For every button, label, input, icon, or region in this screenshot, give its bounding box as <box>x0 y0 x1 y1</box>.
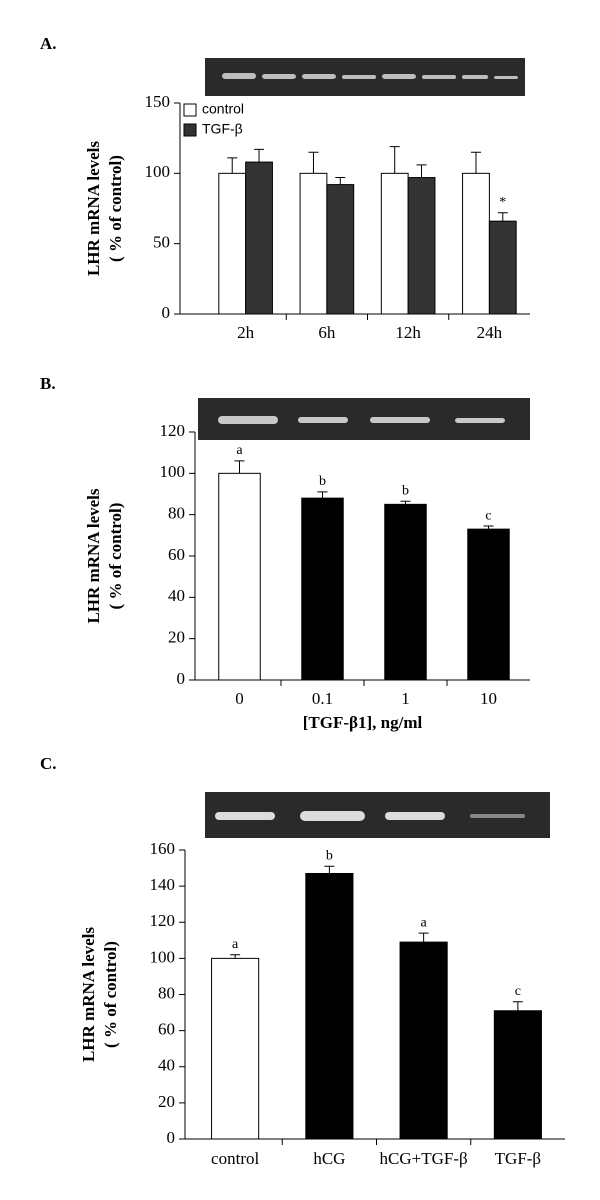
error-bar <box>335 177 346 185</box>
y-tick-label: 100 <box>145 162 171 181</box>
x-tick-label: 12h <box>395 323 421 342</box>
error-bar <box>254 148 265 163</box>
y-tick-label: 50 <box>153 233 170 252</box>
legend-swatch <box>183 123 197 137</box>
error-bar <box>483 525 494 530</box>
y-tick-label: 100 <box>150 947 176 966</box>
y-tick-label: 20 <box>158 1092 175 1111</box>
error-bar <box>400 500 411 505</box>
y-tick-label: 60 <box>168 545 185 564</box>
error-bar <box>470 151 481 174</box>
significance-letter: a <box>236 443 243 458</box>
x-axis-label: [TGF-β1], ng/ml <box>303 713 423 732</box>
bar <box>407 177 436 315</box>
error-bar <box>389 146 400 174</box>
x-tick-label: 1 <box>401 689 410 708</box>
legend-swatch <box>183 103 197 117</box>
panel-label: B. <box>40 374 56 393</box>
legend-label: TGF-β <box>202 121 243 137</box>
y-tick-label: 60 <box>158 1020 175 1039</box>
bar <box>493 1010 542 1140</box>
significance-letter: c <box>515 984 521 999</box>
y-axis-label: ( % of control) <box>106 155 125 262</box>
bar <box>218 172 247 315</box>
error-bar <box>512 1001 523 1011</box>
y-tick-label: 120 <box>160 421 186 440</box>
significance-letter: b <box>326 848 333 863</box>
error-bar <box>497 212 508 222</box>
y-tick-label: 0 <box>162 303 171 322</box>
error-bar <box>308 151 319 174</box>
bar <box>301 497 344 681</box>
x-tick-label: 0 <box>235 689 244 708</box>
x-tick-label: control <box>211 1149 259 1168</box>
x-tick-label: 0.1 <box>312 689 333 708</box>
y-axis-label: LHR mRNA levels <box>84 488 103 623</box>
x-tick-label: 2h <box>237 323 255 342</box>
bar <box>299 172 328 315</box>
error-bar <box>317 491 328 499</box>
error-bar <box>416 164 427 178</box>
bar <box>488 220 517 315</box>
bar <box>384 503 427 681</box>
bar <box>305 872 354 1140</box>
x-tick-label: 24h <box>477 323 503 342</box>
error-bar <box>227 157 238 174</box>
gel-image-c <box>205 792 550 838</box>
y-axis-label: ( % of control) <box>106 503 125 610</box>
y-axis-label: LHR mRNA levels <box>84 141 103 276</box>
bar <box>211 957 260 1140</box>
y-tick-label: 150 <box>145 92 171 111</box>
significance-letter: b <box>319 474 326 489</box>
significance-letter: a <box>421 915 428 930</box>
y-tick-label: 100 <box>160 462 186 481</box>
error-bar <box>234 460 245 474</box>
x-tick-label: hCG+TGF-β <box>380 1149 468 1168</box>
gel-image-b <box>198 398 530 440</box>
bar <box>218 472 261 681</box>
y-axis-label: ( % of control) <box>101 941 120 1048</box>
bar <box>462 172 490 315</box>
y-tick-label: 40 <box>168 586 185 605</box>
bar <box>467 528 510 681</box>
x-tick-label: 10 <box>480 689 497 708</box>
y-tick-label: 80 <box>168 504 185 523</box>
significance-letter: a <box>232 937 239 952</box>
error-bar <box>418 932 429 943</box>
x-tick-label: 6h <box>318 323 336 342</box>
y-axis-label: LHR mRNA levels <box>79 927 98 1062</box>
y-tick-label: 140 <box>150 875 176 894</box>
x-tick-label: hCG <box>313 1149 345 1168</box>
x-tick-label: TGF-β <box>495 1149 541 1168</box>
panel-label: A. <box>40 34 57 53</box>
y-tick-label: 160 <box>150 839 176 858</box>
y-tick-label: 20 <box>168 628 185 647</box>
error-bar <box>230 954 241 959</box>
panel-label: C. <box>40 754 57 773</box>
y-tick-label: 0 <box>177 669 186 688</box>
y-tick-label: 40 <box>158 1056 175 1075</box>
bar <box>399 941 448 1140</box>
error-bar <box>324 865 335 874</box>
y-tick-label: 0 <box>167 1128 176 1147</box>
y-tick-label: 120 <box>150 911 176 930</box>
gel-image-a <box>205 58 525 96</box>
bar <box>380 172 409 315</box>
legend-label: control <box>202 101 244 117</box>
significance-letter: b <box>402 483 409 498</box>
bar <box>245 161 273 315</box>
y-tick-label: 80 <box>158 983 175 1002</box>
significance-letter: c <box>485 508 491 523</box>
significance-letter: * <box>499 195 506 210</box>
bar <box>326 184 355 315</box>
